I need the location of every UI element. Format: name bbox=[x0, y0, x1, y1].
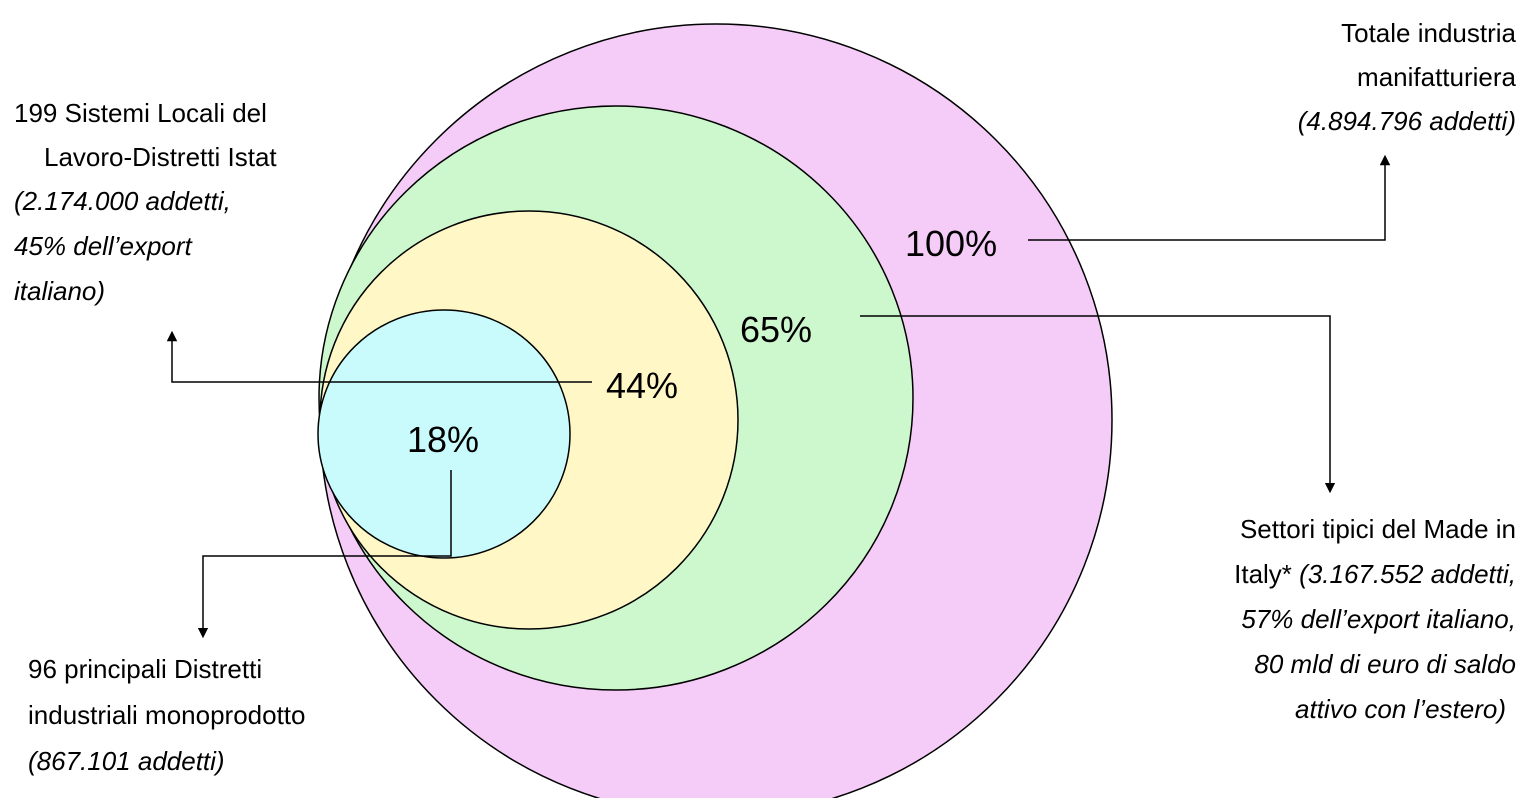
label-mono: 96 principali Distretti industriali mono… bbox=[28, 654, 306, 776]
label-mono-line1: 96 principali Distretti bbox=[28, 654, 262, 684]
label-total: Totale industria manifatturiera (4.894.7… bbox=[1298, 18, 1517, 136]
label-mii-line5: attivo con l’estero) bbox=[1295, 694, 1506, 724]
percent-label-mono: 18% bbox=[407, 419, 479, 460]
label-sll-line3: (2.174.000 addetti, bbox=[14, 186, 231, 216]
connector-made-in-italy bbox=[860, 315, 1336, 494]
connector-total bbox=[1028, 154, 1391, 241]
label-sll-line4: 45% dell’export bbox=[14, 231, 194, 261]
percent-label-made-in-italy: 65% bbox=[740, 309, 812, 350]
percent-label-total: 100% bbox=[905, 223, 997, 264]
label-mii-line3: 57% dell’export italiano, bbox=[1241, 604, 1516, 634]
label-mono-line2: industriali monoprodotto bbox=[28, 700, 306, 730]
label-total-line3: (4.894.796 addetti) bbox=[1298, 106, 1516, 136]
label-mii-line2-italic: (3.167.552 addetti, bbox=[1299, 559, 1516, 589]
label-made-in-italy: Settori tipici del Made in Italy* (3.167… bbox=[1234, 514, 1516, 724]
label-sll-line5: italiano) bbox=[14, 276, 105, 306]
circle-distretti-monoprodotto bbox=[317, 309, 571, 559]
label-mono-line3: (867.101 addetti) bbox=[28, 746, 225, 776]
connector-sll bbox=[166, 330, 592, 383]
label-sll: 199 Sistemi Locali del Lavoro-Distretti … bbox=[14, 98, 277, 306]
label-total-line2: manifatturiera bbox=[1357, 62, 1516, 92]
label-sll-line2: Lavoro-Distretti Istat bbox=[44, 142, 277, 172]
label-mii-line2-normal: Italy* bbox=[1234, 559, 1299, 589]
percent-label-sll: 44% bbox=[606, 365, 678, 406]
label-mii-line4: 80 mld di euro di saldo bbox=[1254, 649, 1516, 679]
label-mii-line1: Settori tipici del Made in bbox=[1240, 514, 1516, 544]
connector-mono bbox=[197, 470, 452, 639]
label-total-line1: Totale industria bbox=[1341, 18, 1516, 48]
label-mii-line2: Italy* (3.167.552 addetti, bbox=[1234, 559, 1516, 589]
label-sll-line1: 199 Sistemi Locali del bbox=[14, 98, 267, 128]
